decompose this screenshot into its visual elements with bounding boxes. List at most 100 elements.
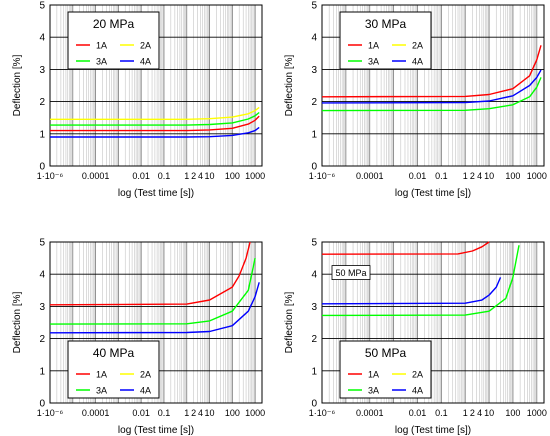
plot-frame — [49, 4, 263, 167]
y-axis-label: Deflection [%] — [12, 54, 23, 116]
y-tick-label: 5 — [39, 238, 45, 249]
x-tick-label: 0.1 — [158, 171, 171, 181]
legend-box — [67, 340, 160, 399]
series-line-3A — [50, 111, 260, 126]
x-tick-label: 1·10⁻⁶ — [309, 171, 336, 181]
series-line-1A — [321, 45, 542, 98]
y-axis-label: Deflection [%] — [284, 54, 295, 116]
annotation: 50 MPa — [331, 265, 371, 280]
x-tick-label: 0.01 — [132, 408, 150, 418]
x-tick-label: 2 — [470, 408, 475, 418]
x-axis-label: log (Test time [s]) — [118, 188, 194, 199]
annotation-box — [331, 265, 371, 280]
y-tick-label: 1 — [39, 129, 45, 140]
series-lines — [49, 241, 260, 334]
series-line-1A — [50, 115, 260, 132]
legend-label-3A: 3A — [96, 386, 107, 396]
legend: 50 MPa 1A 2A 3A 4A — [339, 340, 432, 399]
x-tick-label: 1 — [184, 171, 189, 181]
x-tick-label: 0.0001 — [356, 408, 384, 418]
legend-label-2A: 2A — [140, 41, 151, 51]
series-lines — [50, 106, 260, 138]
x-tick-label: 4 — [477, 408, 482, 418]
series-line-3A — [321, 245, 520, 317]
series-lines — [321, 241, 520, 317]
x-tick-label: 4 — [198, 171, 203, 181]
x-tick-label: 100 — [505, 171, 520, 181]
y-tick-label: 2 — [311, 97, 317, 108]
x-tick-label: 0.0001 — [82, 408, 110, 418]
x-tick-label: 0.01 — [132, 171, 150, 181]
x-tick-label: 1000 — [245, 408, 265, 418]
y-tick-label: 3 — [311, 302, 317, 313]
legend-label-1A: 1A — [96, 370, 107, 380]
y-axis-label: Deflection [%] — [284, 291, 295, 353]
x-tick-label: 0.1 — [435, 408, 448, 418]
legend: 20 MPa 1A 2A 3A 4A — [67, 11, 160, 70]
x-tick-label: 0.01 — [409, 408, 427, 418]
series-line-3A — [49, 257, 256, 325]
legend-label-4A: 4A — [412, 386, 423, 396]
x-tick-label: 1000 — [527, 171, 547, 181]
plot-frame — [49, 241, 263, 404]
series-line-1A — [321, 241, 490, 255]
y-tick-label: 4 — [311, 270, 317, 281]
y-tick-label: 0 — [39, 162, 45, 173]
x-tick-label: 1·10⁻⁶ — [309, 408, 336, 418]
legend-label-1A: 1A — [96, 41, 107, 51]
legend: 40 MPa 1A 2A 3A 4A — [67, 340, 160, 399]
series-line-4A — [50, 126, 260, 138]
y-tick-label: 0 — [311, 399, 317, 410]
x-tick-label: 2 — [191, 171, 196, 181]
chart-title: 30 MPa — [365, 17, 407, 31]
series-line-1A — [49, 241, 251, 306]
series-line-2A — [50, 106, 260, 120]
legend-box — [67, 11, 160, 70]
legend-label-3A: 3A — [368, 386, 379, 396]
y-tick-label: 4 — [311, 33, 317, 44]
y-tick-label: 4 — [39, 270, 45, 281]
chart-title: 20 MPa — [93, 17, 135, 31]
legend-box — [339, 11, 432, 70]
x-tick-label: 10 — [205, 408, 215, 418]
legend-label-2A: 2A — [412, 370, 423, 380]
y-tick-label: 3 — [39, 65, 45, 76]
series-line-3A — [321, 77, 542, 112]
legend-label-3A: 3A — [96, 57, 107, 67]
legend-label-4A: 4A — [140, 386, 151, 396]
legend-label-1A: 1A — [368, 41, 379, 51]
x-tick-label: 100 — [505, 408, 520, 418]
series-lines — [321, 45, 542, 112]
x-tick-label: 100 — [225, 171, 240, 181]
x-tick-label: 1·10⁻⁶ — [37, 171, 64, 181]
y-tick-label: 5 — [311, 1, 317, 12]
legend-label-3A: 3A — [368, 57, 379, 67]
x-tick-label: 10 — [484, 408, 494, 418]
x-axis-label: log (Test time [s]) — [395, 188, 471, 199]
y-tick-label: 1 — [311, 129, 317, 140]
legend-label-2A: 2A — [412, 41, 423, 51]
y-tick-label: 0 — [39, 399, 45, 410]
legend: 30 MPa 1A 2A 3A 4A — [339, 11, 432, 70]
legend-label-1A: 1A — [368, 370, 379, 380]
x-axis-label: log (Test time [s]) — [118, 425, 194, 436]
x-tick-label: 1000 — [245, 171, 265, 181]
y-tick-label: 1 — [311, 366, 317, 377]
y-tick-label: 3 — [311, 65, 317, 76]
x-tick-label: 10 — [205, 171, 215, 181]
x-tick-label: 4 — [198, 408, 203, 418]
chart-title: 50 MPa — [365, 346, 407, 360]
x-tick-label: 0.0001 — [356, 171, 384, 181]
y-axis-label: Deflection [%] — [12, 291, 23, 353]
x-tick-label: 2 — [191, 408, 196, 418]
x-tick-label: 0.01 — [409, 171, 427, 181]
y-tick-label: 2 — [39, 97, 45, 108]
x-axis-label: log (Test time [s]) — [395, 425, 471, 436]
x-tick-label: 0.1 — [435, 171, 448, 181]
y-tick-label: 5 — [39, 1, 45, 12]
series-line-4A — [321, 277, 502, 305]
y-tick-label: 5 — [311, 238, 317, 249]
plot-frame — [321, 4, 545, 167]
